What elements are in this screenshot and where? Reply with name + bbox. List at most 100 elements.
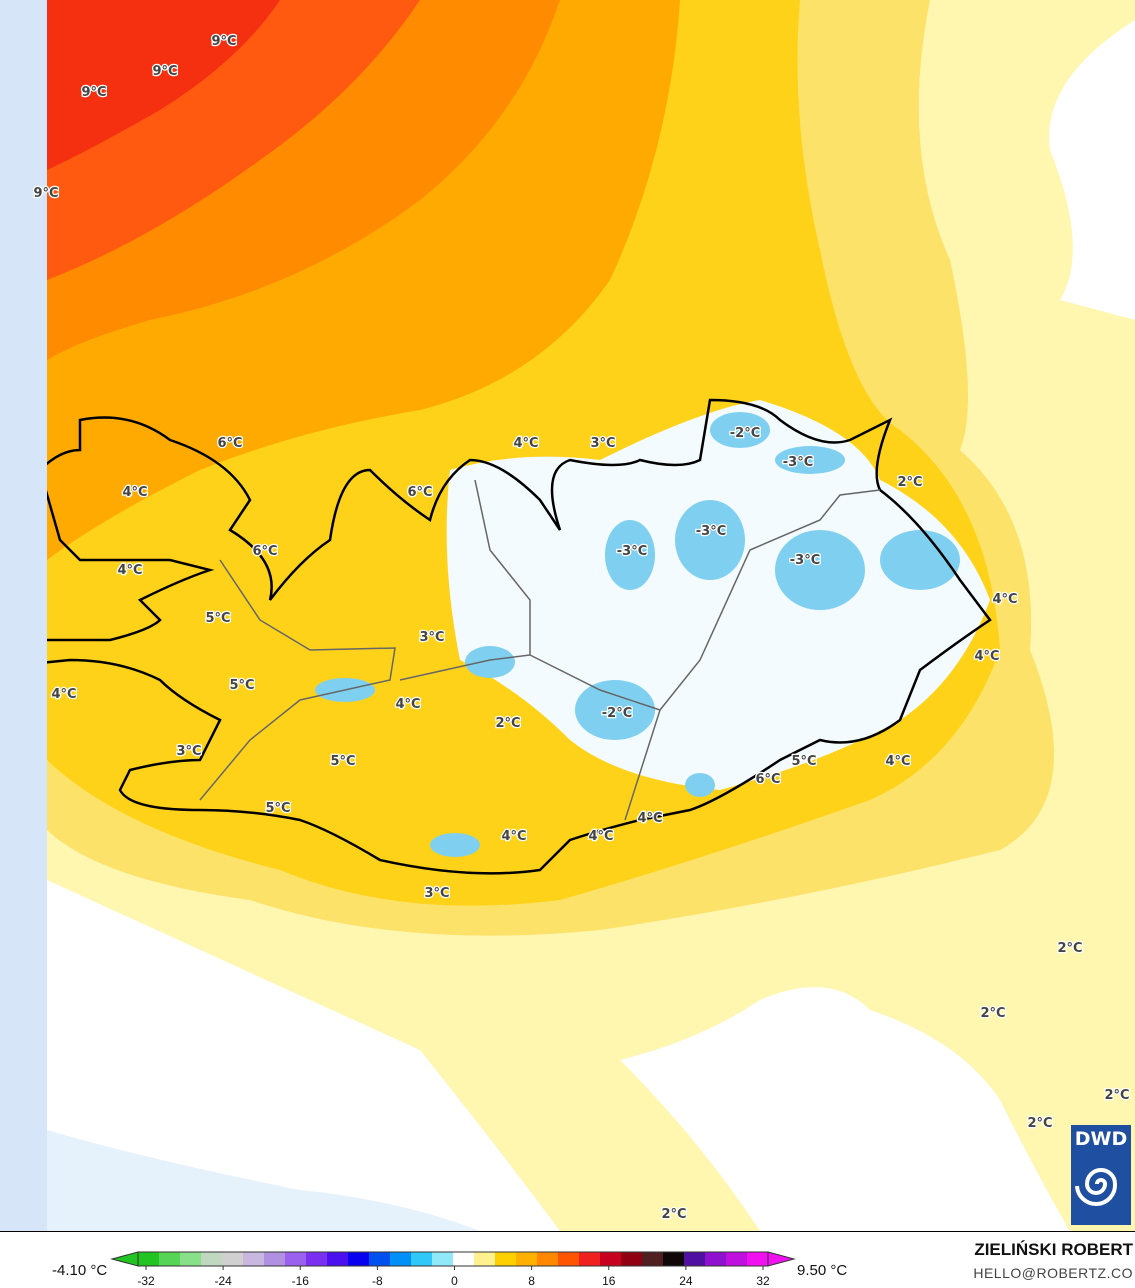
isotherm-label: 3°C	[590, 436, 615, 451]
isotherm-label: -3°C	[790, 553, 820, 568]
isotherm-label: 2°C	[980, 1006, 1005, 1021]
colorbar-swatch	[621, 1252, 643, 1266]
colorbar-swatch	[642, 1252, 664, 1266]
isotherm-label: -3°C	[783, 455, 813, 470]
isotherm-label: 4°C	[974, 649, 999, 664]
contour-1c-sea-ne	[1049, 20, 1135, 320]
isotherm-label: 6°C	[252, 544, 277, 559]
colorbar-swatch	[453, 1252, 475, 1266]
colorbar-swatch	[306, 1252, 328, 1266]
legend-min-value: -4.10 °C	[52, 1262, 108, 1279]
contour-9c	[47, 0, 280, 170]
isotherm-label: 4°C	[588, 829, 613, 844]
colorbar-swatch	[285, 1252, 307, 1266]
isotherm-label: 5°C	[205, 611, 230, 626]
isotherm-label: -2°C	[602, 706, 632, 721]
colorbar-swatch	[663, 1252, 685, 1266]
isotherm-label: -3°C	[696, 524, 726, 539]
colorbar-swatch	[516, 1252, 538, 1266]
isotherm-label: 9°C	[152, 64, 177, 79]
isotherm-label: 6°C	[407, 485, 432, 500]
isotherm-labels: 9°C 9°C 9°C 9°C 6°C 4°C 6°C 4°C 5°C 4°C 5°C 3°C 5°C 6…	[32, 33, 1131, 1224]
dwd-logo: DWD	[1071, 1125, 1131, 1225]
colorbar-swatch	[411, 1252, 433, 1266]
isotherm-label: 4°C	[513, 436, 538, 451]
isotherm-label: 6°C	[217, 436, 242, 451]
colorbar-swatch	[390, 1252, 412, 1266]
isotherm-label: 5°C	[265, 801, 290, 816]
dwd-logo-text: DWD	[1074, 1128, 1128, 1150]
colorbar-tick-label: 16	[602, 1274, 616, 1288]
colorbar-swatch	[243, 1252, 265, 1266]
author-name: ZIELIŃSKI ROBERT	[974, 1240, 1133, 1259]
left-edge-band	[0, 0, 47, 1231]
isotherm-label: 4°C	[885, 754, 910, 769]
isotherm-label: 4°C	[992, 592, 1017, 607]
isotherm-label: 2°C	[897, 475, 922, 490]
colorbar-tick-label: 24	[679, 1274, 693, 1288]
colorbar-swatch	[201, 1252, 223, 1266]
isotherm-label: 6°C	[755, 772, 780, 787]
colorbar-swatch	[600, 1252, 622, 1266]
colorbar-tick-label: -16	[292, 1274, 310, 1288]
colorbar-swatch	[747, 1252, 769, 1266]
iceland-coastline	[0, 398, 992, 875]
isotherm-label: 5°C	[330, 754, 355, 769]
colorbar-max-arrow	[767, 1251, 796, 1267]
colorbar-tick-label: 0	[451, 1274, 458, 1288]
isotherm-label: 3°C	[419, 630, 444, 645]
isotherm-label: 2°C	[1057, 941, 1082, 956]
colorbar-swatch	[705, 1252, 727, 1266]
colorbar-swatch	[222, 1252, 244, 1266]
colorbar: -32 -24 -16 -8 0 8 16 24 32	[110, 1251, 796, 1288]
region-boundaries	[199, 479, 881, 821]
isotherm-label: 4°C	[51, 687, 76, 702]
contour-1c-sea	[47, 880, 560, 1231]
isotherm-label: 5°C	[229, 678, 254, 693]
colorbar-swatch	[369, 1252, 391, 1266]
colorbar-swatch	[684, 1252, 706, 1266]
isotherm-label: 4°C	[395, 697, 420, 712]
author-email: HELLO@ROBERTZ.CO	[973, 1265, 1133, 1281]
colorbar-swatch	[495, 1252, 517, 1266]
isotherm-label: 4°C	[117, 563, 142, 578]
isotherm-label: 2°C	[1027, 1116, 1052, 1131]
highland-cold-region	[446, 400, 991, 790]
isotherm-label: 4°C	[122, 485, 147, 500]
isotherm-label: 5°C	[791, 754, 816, 769]
colorbar-tick-label: 32	[756, 1274, 770, 1288]
isotherm-label: 9°C	[81, 85, 106, 100]
colorbar-tick-label: 8	[528, 1274, 535, 1288]
colorbar-swatch	[726, 1252, 748, 1266]
colorbar-tick-label: -8	[372, 1274, 383, 1288]
legend-footer: -4.10 °C -32 -24 -16 -8 0 8 16 24 32 9.50 °C ZIE…	[0, 1231, 1135, 1288]
colorbar-swatch	[579, 1252, 601, 1266]
isotherm-label: 9°C	[33, 186, 58, 201]
isotherm-label: 2°C	[1104, 1088, 1129, 1103]
colorbar-swatch	[474, 1252, 496, 1266]
colorbar-swatch	[180, 1252, 202, 1266]
colorbar-swatch	[159, 1252, 181, 1266]
colorbar-min-arrow	[110, 1251, 139, 1267]
dwd-swirl-icon	[1075, 1168, 1118, 1207]
colorbar-swatch	[558, 1252, 580, 1266]
colorbar-tick-label: -24	[214, 1274, 232, 1288]
isotherm-label: 3°C	[176, 744, 201, 759]
colorbar-swatch	[537, 1252, 559, 1266]
isotherm-label: 2°C	[661, 1207, 686, 1222]
colorbar-tick-label: -32	[137, 1274, 155, 1288]
temperature-map: 9°C 9°C 9°C 9°C 6°C 4°C 6°C 4°C 5°C 4°C 5°C 3°C 5°C 6…	[0, 0, 1135, 1231]
colorbar-swatch	[138, 1252, 160, 1266]
colorbar-swatch	[348, 1252, 370, 1266]
isotherm-label: 9°C	[211, 34, 236, 49]
isotherm-label: 4°C	[501, 829, 526, 844]
contour-1c-se	[620, 987, 1070, 1231]
isotherm-label: -3°C	[617, 544, 647, 559]
colorbar-swatch	[327, 1252, 349, 1266]
glacier-cold-patches	[315, 412, 960, 857]
contour-0c-sea	[47, 1130, 480, 1231]
isotherm-label: -2°C	[730, 426, 760, 441]
isotherm-label: 4°C	[637, 811, 662, 826]
isotherm-label: 2°C	[495, 716, 520, 731]
isotherm-label: 3°C	[424, 886, 449, 901]
